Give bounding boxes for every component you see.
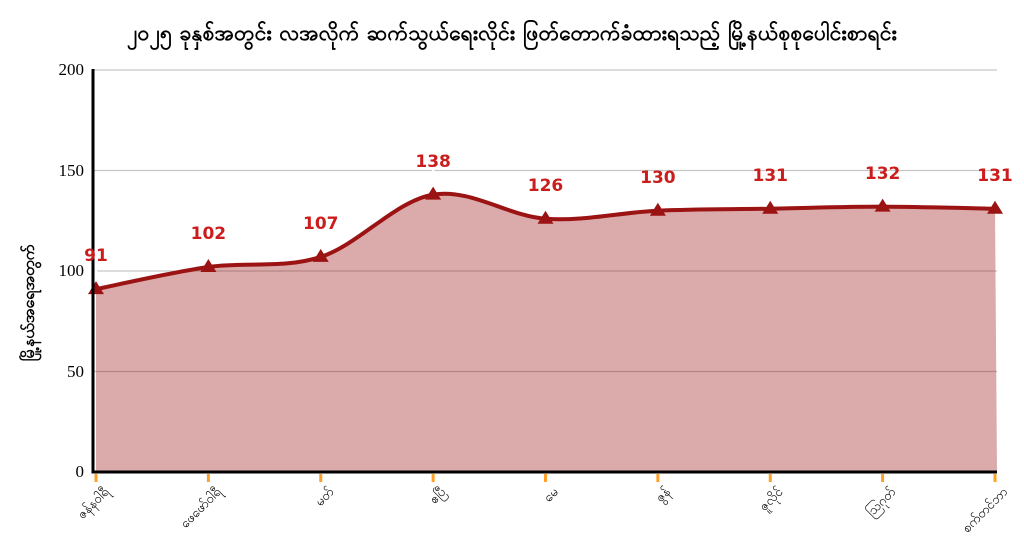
y-tick-label: 200 [58,60,85,79]
y-tick-label: 100 [58,261,85,280]
data-label: 131 [977,165,1013,186]
y-tick-label: 0 [75,462,85,481]
data-point-marker [537,210,554,224]
data-point-marker [987,200,1003,214]
y-tick-label: 50 [67,361,84,381]
data-label: 126 [527,175,564,196]
data-point-marker [425,186,442,200]
area-fill [96,193,997,472]
data-point-marker [762,200,779,214]
y-tick-label: 150 [58,160,85,180]
data-label: 132 [864,163,901,184]
data-point-marker [649,202,666,216]
data-point-marker [200,258,217,272]
data-label: 131 [752,165,789,186]
data-label: 102 [190,223,227,244]
data-label: 91 [84,246,108,267]
chart-title: ၂၀၂၅ ခုနှစ်အတွင်း လအလိုက် ဆက်သွယ်ရေးလိုင… [126,21,898,45]
data-label: 107 [303,213,339,234]
data-label: 138 [415,151,451,172]
data-point-marker [874,198,891,212]
data-point-marker [312,248,329,262]
data-label: 130 [640,167,676,188]
